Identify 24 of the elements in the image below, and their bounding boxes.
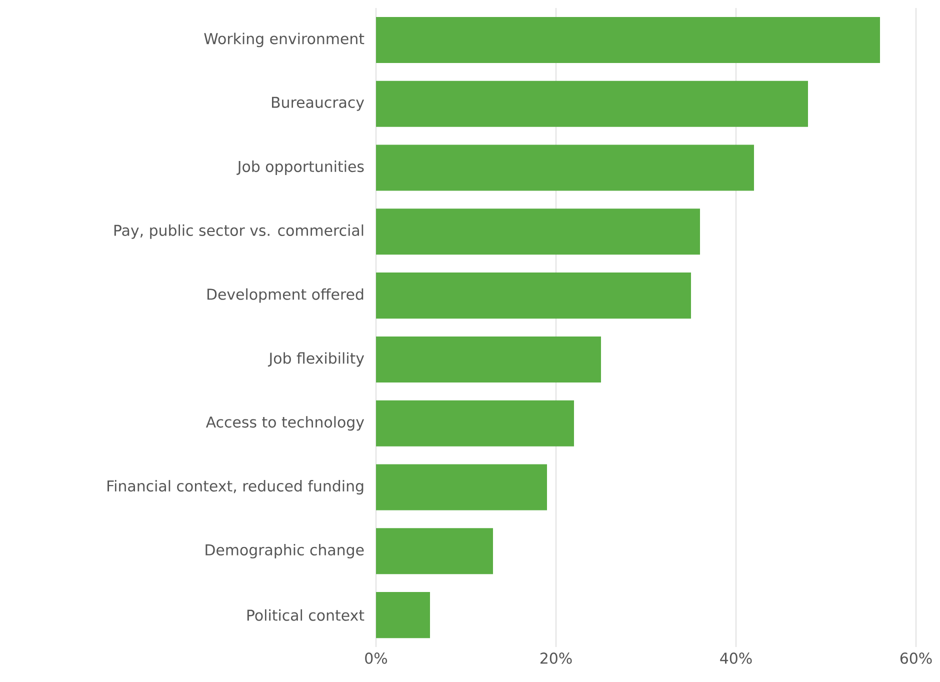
y-tick-label: Access to technology bbox=[206, 416, 364, 431]
x-tick-label: 20% bbox=[540, 652, 572, 664]
y-tick-label: Pay, public sector vs. commercial bbox=[114, 224, 364, 239]
y-tick-label: Working environment bbox=[204, 32, 364, 48]
bar bbox=[376, 16, 880, 63]
y-tick-label: Financial context, reduced funding bbox=[108, 480, 364, 494]
x-tick-label: 40% bbox=[720, 652, 752, 664]
y-tick-label: Development offered bbox=[207, 288, 364, 303]
y-tick-label: Job opportunities bbox=[236, 160, 364, 175]
y-tick-label: Job flexibility bbox=[268, 352, 364, 367]
x-tick-label: 0% bbox=[365, 652, 388, 664]
y-tick-label: Political context bbox=[247, 609, 364, 621]
bar bbox=[376, 464, 548, 510]
bar bbox=[376, 80, 808, 127]
bar bbox=[376, 592, 430, 638]
y-tick-label: Demographic change bbox=[206, 544, 364, 558]
bar bbox=[376, 144, 754, 191]
bar bbox=[376, 400, 574, 446]
bar bbox=[376, 208, 700, 255]
bar bbox=[376, 336, 602, 382]
bar bbox=[376, 528, 494, 574]
x-tick-label: 60% bbox=[900, 652, 932, 664]
bar bbox=[376, 272, 692, 319]
y-tick-label: Bureaucracy bbox=[272, 96, 364, 111]
